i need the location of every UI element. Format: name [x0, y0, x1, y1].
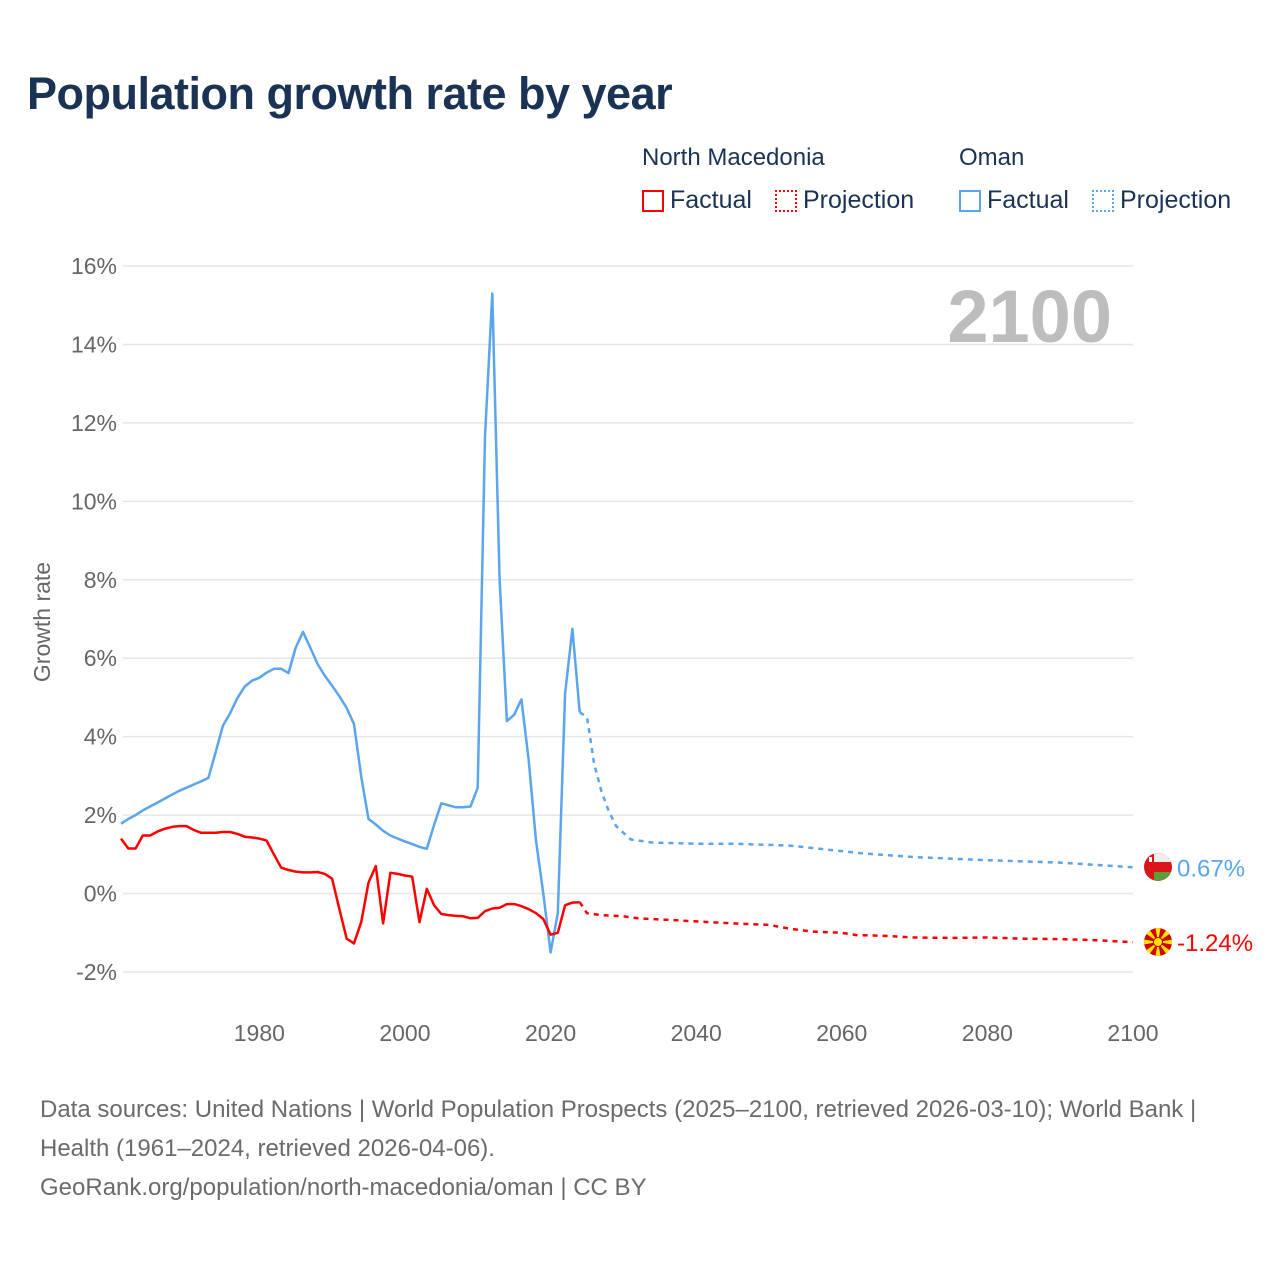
x-axis-ticks: 1980 2000 2020 2040 2060 2080 2100	[234, 1020, 1159, 1046]
north-macedonia-factual-line	[119, 824, 580, 945]
x-tick-label: 2000	[379, 1020, 430, 1046]
x-tick-label: 2040	[671, 1020, 722, 1046]
legend-label: Projection	[803, 186, 915, 214]
y-tick-label: 6%	[84, 645, 117, 671]
legend-swatch-solid	[959, 189, 981, 212]
chart-title: Population growth rate by year	[27, 68, 673, 119]
y-axis-label: Growth rate	[29, 562, 55, 682]
series-lines	[119, 292, 1134, 954]
legend-item-oman-factual[interactable]: Factual	[959, 186, 1069, 215]
legend-label: Projection	[1120, 186, 1232, 214]
oman-factual-line	[120, 292, 581, 954]
y-tick-label: -2%	[76, 959, 117, 985]
footer: Data sources: United Nations | World Pop…	[40, 1090, 1240, 1207]
credit-link[interactable]: GeoRank.org/population/north-macedonia/o…	[40, 1174, 647, 1201]
end-flags	[1144, 853, 1172, 956]
y-tick-label: 16%	[71, 253, 117, 279]
legend-label: Factual	[987, 186, 1069, 214]
north-macedonia-flag-icon	[1144, 928, 1172, 956]
legend-group-north-macedonia: North Macedonia	[642, 144, 825, 171]
legend-label: Factual	[670, 186, 752, 214]
legend-item-north-macedonia-factual[interactable]: Factual	[642, 186, 752, 215]
x-tick-label: 2080	[962, 1020, 1013, 1046]
y-tick-label: 2%	[84, 802, 117, 828]
y-tick-label: 12%	[71, 410, 117, 436]
north-macedonia-end-label: -1.24%	[1177, 930, 1253, 957]
oman-end-label: 0.67%	[1177, 855, 1245, 882]
legend-item-oman-projection[interactable]: Projection	[1092, 186, 1231, 215]
oman-flag-icon	[1144, 853, 1172, 881]
x-tick-label: 2060	[816, 1020, 867, 1046]
x-tick-label: 2100	[1107, 1020, 1158, 1046]
oman-projection-line	[579, 711, 1134, 869]
legend-swatch-solid	[642, 189, 664, 212]
legend-swatch-dotted	[1092, 189, 1114, 212]
y-tick-label: 8%	[84, 567, 117, 593]
legend-item-north-macedonia-projection[interactable]: Projection	[775, 186, 914, 215]
north-macedonia-projection-line	[578, 901, 1134, 944]
year-display: 2100	[947, 275, 1112, 358]
data-sources: Data sources: United Nations | World Pop…	[40, 1096, 1197, 1162]
legend-group-oman: Oman	[959, 144, 1025, 171]
y-tick-label: 14%	[71, 331, 117, 357]
y-tick-label: 0%	[84, 881, 117, 907]
y-tick-label: 10%	[71, 488, 117, 514]
x-tick-label: 1980	[234, 1020, 285, 1046]
legend-swatch-dotted	[775, 189, 797, 212]
y-tick-label: 4%	[84, 724, 117, 750]
gridlines	[123, 265, 1133, 973]
y-axis-ticks: -2% 0% 2% 4% 6% 8% 10% 12% 14% 16%	[71, 253, 117, 985]
x-tick-label: 2020	[525, 1020, 576, 1046]
